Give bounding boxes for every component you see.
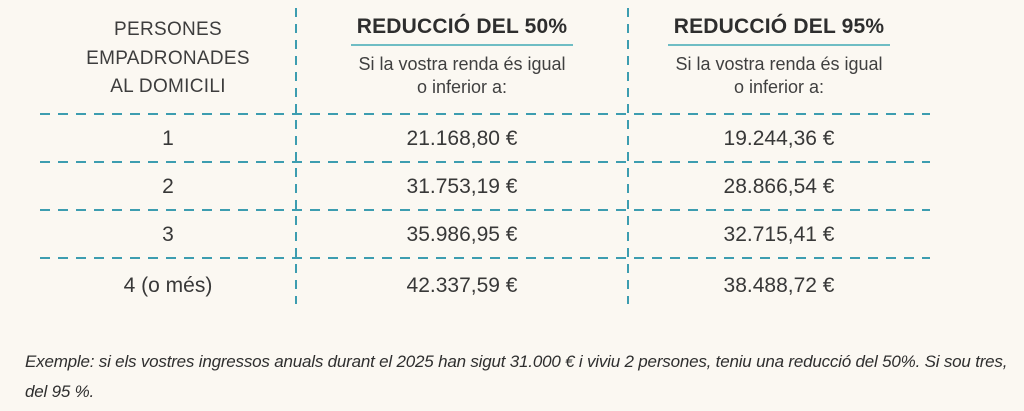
reduction-95-title: REDUCCIÓ DEL 95% <box>667 15 891 46</box>
reduction-95-header: REDUCCIÓ DEL 95% Si la vostra renda és i… <box>628 8 930 99</box>
column-divider <box>627 8 629 304</box>
example-footnote: Exemple: si els vostres ingressos anuals… <box>25 352 1008 401</box>
persons-cell: 4 (o més) <box>123 274 213 297</box>
reduction-50-value: 35.986,95 € <box>406 223 518 246</box>
table-row: 4 (o més) 42.337,59 € 38.488,72 € <box>40 259 930 311</box>
reduction-95-value: 28.866,54 € <box>723 175 835 198</box>
persons-column-header: PERSONES EMPADRONADES AL DOMICILI <box>86 19 250 97</box>
persons-cell: 1 <box>162 127 174 150</box>
reduction-50-value: 21.168,80 € <box>406 127 518 150</box>
table-header-row: PERSONES EMPADRONADES AL DOMICILI REDUCC… <box>40 8 930 113</box>
reduction-50-title: REDUCCIÓ DEL 50% <box>350 15 574 46</box>
column-divider <box>295 8 297 304</box>
persons-cell: 2 <box>162 175 174 198</box>
table-row: 3 35.986,95 € 32.715,41 € <box>40 211 930 257</box>
reduction-50-subtitle: Si la vostra renda és igual o inferior a… <box>358 54 566 98</box>
row-divider <box>40 257 930 259</box>
persons-cell: 3 <box>162 223 174 246</box>
reduction-95-subtitle: Si la vostra renda és igual o inferior a… <box>675 54 883 98</box>
reduction-95-value: 19.244,36 € <box>723 127 835 150</box>
reduction-50-value: 42.337,59 € <box>406 274 518 297</box>
table-row: 1 21.168,80 € 19.244,36 € <box>40 115 930 161</box>
reduction-50-value: 31.753,19 € <box>406 175 518 198</box>
reduction-50-header: REDUCCIÓ DEL 50% Si la vostra renda és i… <box>296 8 628 99</box>
reduction-table: PERSONES EMPADRONADES AL DOMICILI REDUCC… <box>40 8 930 311</box>
row-divider <box>40 161 930 163</box>
row-divider <box>40 113 930 115</box>
row-divider <box>40 209 930 211</box>
reduction-95-value: 32.715,41 € <box>723 223 835 246</box>
reduction-95-value: 38.488,72 € <box>723 274 835 297</box>
table-row: 2 31.753,19 € 28.866,54 € <box>40 163 930 209</box>
